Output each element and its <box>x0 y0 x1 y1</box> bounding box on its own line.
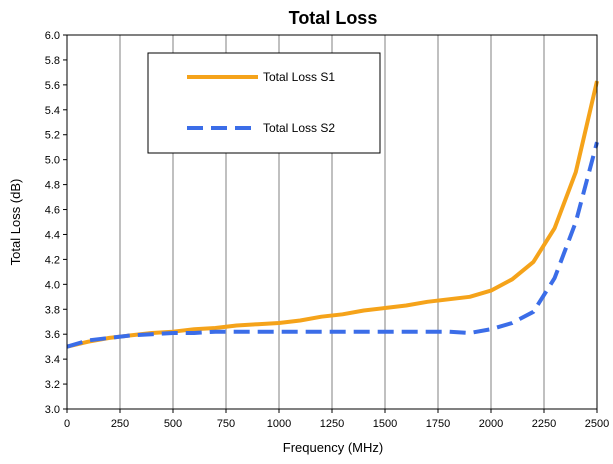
x-tick-label: 500 <box>164 418 182 430</box>
y-tick-label: 6.0 <box>45 30 60 42</box>
x-tick-label: 2250 <box>532 418 556 430</box>
series-line-s2 <box>66 141 599 349</box>
y-tick-label: 5.6 <box>45 80 60 92</box>
y-tick-label: 5.2 <box>45 130 60 142</box>
y-tick-label: 3.2 <box>45 379 60 391</box>
y-tick-label: 5.0 <box>45 155 60 167</box>
y-tick-label: 3.6 <box>45 329 60 341</box>
y-axis-label: Total Loss (dB) <box>8 179 23 266</box>
legend-box <box>147 52 381 154</box>
x-axis-label: Frequency (MHz) <box>283 440 383 455</box>
x-tick-label: 2000 <box>479 418 503 430</box>
x-tick-label: 1250 <box>320 418 344 430</box>
legend-label-s1: Total Loss S1 <box>263 70 335 84</box>
x-tick-label: 1500 <box>373 418 397 430</box>
x-tick-label: 1000 <box>267 418 291 430</box>
y-tick-label: 4.0 <box>45 279 60 291</box>
x-tick-label: 250 <box>111 418 129 430</box>
y-tick-label: 5.4 <box>45 105 60 117</box>
series-group <box>66 80 599 349</box>
y-tick-label: 4.8 <box>45 180 60 192</box>
legend-label-s2: Total Loss S2 <box>263 121 335 135</box>
y-tick-label: 4.6 <box>45 205 60 217</box>
x-tick-label: 0 <box>64 418 70 430</box>
x-tick-label: 2500 <box>585 418 609 430</box>
y-tick-label: 3.8 <box>45 304 60 316</box>
series-line-s1 <box>66 80 599 349</box>
x-tick-label: 750 <box>217 418 235 430</box>
y-tick-label: 4.2 <box>45 254 60 266</box>
y-tick-label: 3.0 <box>45 404 60 416</box>
chart-title: Total Loss <box>289 8 378 28</box>
y-axis: 3.0 3.2 3.4 3.6 3.8 4.0 4.2 4.4 4.6 4.8 5.0 5.2 5.4 5… <box>45 30 67 416</box>
x-tick-label: 1750 <box>426 418 450 430</box>
y-tick-label: 3.4 <box>45 354 60 366</box>
legend: Total Loss S1 Total Loss S2 <box>147 52 381 154</box>
y-tick-label: 5.8 <box>45 55 60 67</box>
y-tick-label: 4.4 <box>45 229 60 241</box>
x-axis: 0 250 500 750 1000 1250 1500 1750 2000 2250 2500 <box>64 409 609 430</box>
plot-border <box>66 34 598 410</box>
